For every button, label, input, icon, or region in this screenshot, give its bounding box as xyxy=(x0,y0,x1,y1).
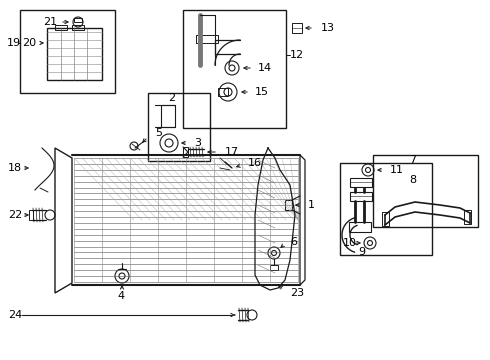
Bar xyxy=(29,210,33,220)
Text: 23: 23 xyxy=(290,288,304,298)
Bar xyxy=(72,25,84,30)
Text: 9: 9 xyxy=(358,247,365,257)
Text: 18: 18 xyxy=(8,163,22,173)
Bar xyxy=(20,10,115,93)
Bar xyxy=(373,155,478,227)
Text: 21: 21 xyxy=(43,17,57,27)
Bar xyxy=(183,10,286,128)
Bar xyxy=(350,192,372,201)
Bar xyxy=(270,265,278,270)
Text: 11: 11 xyxy=(390,165,404,175)
Text: 2: 2 xyxy=(168,93,175,103)
Bar xyxy=(292,23,302,33)
Bar xyxy=(218,88,228,96)
Text: 22: 22 xyxy=(8,210,22,220)
Bar xyxy=(464,210,471,224)
Text: 3: 3 xyxy=(194,138,201,148)
Text: 24: 24 xyxy=(8,310,22,320)
Text: 1: 1 xyxy=(308,200,315,210)
Bar xyxy=(161,105,175,127)
Text: 4: 4 xyxy=(117,291,124,301)
Bar xyxy=(47,28,102,80)
Bar xyxy=(74,18,82,22)
Bar xyxy=(55,25,67,30)
Bar xyxy=(349,222,371,232)
Text: 14: 14 xyxy=(258,63,272,73)
Text: 12: 12 xyxy=(290,50,304,60)
Text: 5: 5 xyxy=(155,128,162,138)
Text: 19: 19 xyxy=(7,38,21,48)
Bar xyxy=(183,147,188,157)
Text: 16: 16 xyxy=(248,158,262,168)
Text: 8: 8 xyxy=(410,175,416,185)
Text: 20: 20 xyxy=(22,38,36,48)
Bar xyxy=(285,200,292,210)
Bar xyxy=(382,212,389,226)
Text: 15: 15 xyxy=(255,87,269,97)
Bar xyxy=(350,178,372,187)
Bar xyxy=(340,163,432,255)
Text: 17: 17 xyxy=(225,147,239,157)
Bar xyxy=(148,93,210,161)
Text: 13: 13 xyxy=(321,23,335,33)
Text: 10: 10 xyxy=(343,238,357,248)
Bar xyxy=(196,35,218,43)
Text: 7: 7 xyxy=(410,155,416,165)
Text: 6: 6 xyxy=(290,237,297,247)
